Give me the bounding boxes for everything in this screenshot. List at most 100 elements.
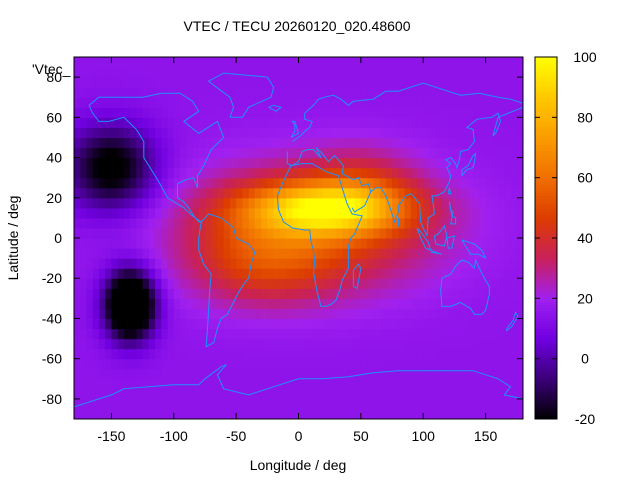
heatmap-cell <box>292 378 300 390</box>
heatmap-cell <box>130 338 137 350</box>
heatmap-cell <box>155 167 162 179</box>
heatmap-cell <box>229 87 237 98</box>
heatmap-cell <box>310 97 318 108</box>
heatmap-cell <box>136 207 144 219</box>
heatmap-cell <box>423 338 431 350</box>
heatmap-cell <box>80 318 88 330</box>
heatmap-cell <box>448 398 456 410</box>
heatmap-cell <box>254 117 262 128</box>
heatmap-cell <box>385 318 393 330</box>
coastline <box>433 224 448 247</box>
heatmap-cell <box>279 288 287 299</box>
heatmap-cell <box>510 177 518 189</box>
heatmap-cell <box>473 107 480 118</box>
heatmap-cell <box>385 258 393 269</box>
heatmap-cell <box>273 248 281 259</box>
heatmap-cell <box>323 157 331 169</box>
heatmap-cell <box>441 308 449 320</box>
heatmap-cell <box>498 268 505 279</box>
heatmap-cell <box>373 338 381 350</box>
heatmap-cell <box>416 77 424 88</box>
heatmap-cell <box>298 318 306 330</box>
heatmap-cell <box>485 97 493 108</box>
heatmap-cell <box>123 147 131 159</box>
heatmap-cell <box>491 117 499 128</box>
heatmap-cell <box>155 87 162 98</box>
heatmap-cell <box>379 107 387 118</box>
heatmap-cell <box>267 328 275 340</box>
heatmap-cell <box>136 258 144 269</box>
heatmap-cell <box>510 268 518 279</box>
heatmap-cell <box>192 348 200 360</box>
heatmap-cell <box>292 318 300 330</box>
heatmap-cell <box>516 187 523 199</box>
heatmap-cell <box>136 298 144 309</box>
heatmap-cell <box>516 368 523 380</box>
heatmap-cell <box>74 258 81 269</box>
colorbar-tick-label: 0 <box>581 351 589 367</box>
heatmap-cell <box>423 137 431 149</box>
heatmap-cell <box>117 77 125 88</box>
heatmap-cell <box>286 77 293 88</box>
heatmap-cell <box>161 338 169 350</box>
heatmap-cell <box>173 157 181 169</box>
heatmap-cell <box>186 67 194 78</box>
heatmap-cell <box>279 87 287 98</box>
heatmap-cell <box>491 77 499 88</box>
heatmap-cell <box>279 77 287 88</box>
colorbar-segment <box>535 277 557 281</box>
heatmap-cell <box>441 87 449 98</box>
heatmap-cell <box>105 177 113 189</box>
heatmap-cell <box>111 268 119 279</box>
heatmap-cell <box>460 258 468 269</box>
heatmap-cell <box>441 338 449 350</box>
heatmap-cell <box>504 127 512 139</box>
heatmap-cell <box>130 358 137 370</box>
heatmap-cell <box>498 187 505 199</box>
heatmap-cell <box>510 117 518 128</box>
heatmap-cell <box>123 217 131 229</box>
heatmap-cell <box>423 187 431 199</box>
heatmap-cell <box>161 358 169 370</box>
heatmap-cell <box>123 398 131 410</box>
heatmap-cell <box>248 87 256 98</box>
heatmap-cell <box>404 298 412 309</box>
heatmap-cell <box>360 187 368 199</box>
heatmap-cell <box>367 338 374 350</box>
heatmap-cell <box>267 388 275 400</box>
heatmap-cell <box>423 97 431 108</box>
heatmap-cell <box>466 358 474 370</box>
heatmap-cell <box>392 157 399 169</box>
heatmap-cell <box>360 298 368 309</box>
heatmap-cell <box>516 67 523 78</box>
heatmap-cell <box>261 328 268 340</box>
heatmap-cell <box>117 278 125 289</box>
heatmap-cell <box>404 67 412 78</box>
heatmap-cell <box>479 338 487 350</box>
heatmap-cell <box>155 207 162 219</box>
heatmap-cell <box>148 157 156 169</box>
heatmap-cell <box>161 268 169 279</box>
heatmap-cell <box>273 177 281 189</box>
heatmap-cell <box>74 368 81 380</box>
x-tick-label: -150 <box>97 428 125 444</box>
heatmap-cell <box>479 97 487 108</box>
heatmap-cell <box>398 358 406 370</box>
heatmap-cell <box>148 268 156 279</box>
heatmap-cell <box>491 248 499 259</box>
heatmap-cell <box>416 328 424 340</box>
heatmap-cell <box>435 308 443 320</box>
heatmap-cell <box>485 278 493 289</box>
heatmap-cell <box>342 358 349 370</box>
heatmap-cell <box>267 338 275 350</box>
heatmap-cell <box>242 258 250 269</box>
heatmap-cell <box>367 388 374 400</box>
heatmap-cell <box>123 177 131 189</box>
heatmap-cell <box>161 77 169 88</box>
heatmap-cell <box>273 57 281 68</box>
heatmap-cell <box>223 77 231 88</box>
heatmap-cell <box>448 348 456 360</box>
heatmap-cell <box>248 318 256 330</box>
heatmap-cell <box>173 227 181 239</box>
heatmap-cell <box>223 298 231 309</box>
